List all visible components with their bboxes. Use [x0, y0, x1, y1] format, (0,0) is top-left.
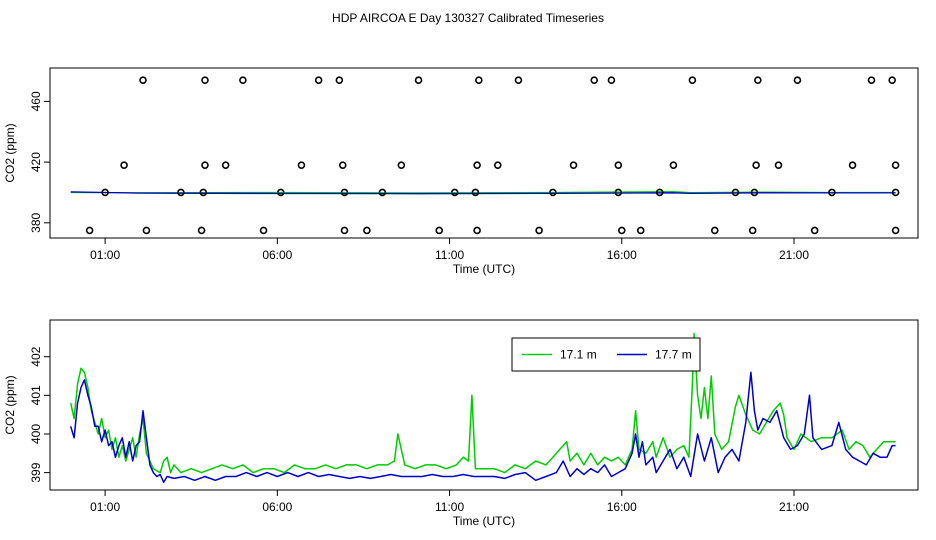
- data-point: [754, 76, 762, 84]
- data-point: [867, 76, 876, 84]
- y-axis-label: CO2 (ppm): [3, 375, 17, 434]
- legend: 17.1 m 17.7 m: [511, 337, 701, 372]
- series-line: [70, 191, 896, 195]
- data-point: [535, 226, 543, 235]
- data-point: [239, 76, 247, 84]
- bottom-panel: 01:00 06:00 11:00 16:00 21:00 399 400 401 402 Tim…: [3, 319, 919, 528]
- data-point: [363, 226, 371, 235]
- data-point: [688, 76, 697, 84]
- data-point: [614, 188, 623, 197]
- plot-data: [69, 332, 896, 484]
- data-point: [314, 76, 323, 84]
- data-point: [276, 188, 285, 197]
- data-point: [493, 161, 502, 169]
- data-point: [201, 161, 209, 169]
- data-point: [617, 226, 626, 235]
- x-axis-label: Time (UTC): [453, 514, 515, 528]
- data-point: [471, 188, 480, 197]
- data-point: [793, 76, 802, 84]
- y-tick-label: 400: [29, 424, 43, 444]
- data-point: [139, 76, 147, 84]
- data-point: [888, 76, 896, 84]
- data-point: [414, 76, 423, 84]
- data-point: [197, 226, 206, 235]
- data-point: [810, 226, 819, 235]
- data-point: [828, 188, 836, 197]
- data-point: [549, 188, 557, 197]
- data-point: [774, 161, 783, 169]
- data-point: [450, 188, 459, 197]
- x-tick-label: 11:00: [435, 248, 464, 262]
- data-point: [85, 226, 94, 235]
- x-tick-label: 11:00: [435, 500, 464, 514]
- data-point: [142, 226, 151, 235]
- data-point: [569, 161, 578, 169]
- series-line: [69, 371, 896, 484]
- x-axis-label: Time (UTC): [453, 262, 515, 276]
- plot-frame: [49, 67, 919, 239]
- data-point: [891, 226, 900, 235]
- x-tick-label: 06:00: [262, 500, 292, 514]
- data-point: [891, 161, 900, 169]
- data-point: [340, 188, 349, 197]
- data-point: [614, 161, 623, 169]
- top-panel: 01:00 06:00 11:00 16:00 21:00 380 420 460 Time (…: [3, 67, 919, 276]
- data-point: [590, 76, 599, 84]
- data-point: [199, 188, 208, 197]
- x-tick-label: 06:00: [262, 248, 292, 262]
- data-point: [397, 161, 406, 169]
- data-point: [101, 188, 109, 197]
- series-line: [69, 332, 896, 474]
- data-point: [669, 161, 678, 169]
- y-tick-label: 420: [29, 152, 43, 172]
- legend-label: 17.7 m: [655, 348, 692, 362]
- data-point: [748, 226, 757, 235]
- data-point: [201, 76, 209, 84]
- data-point: [750, 188, 759, 197]
- data-point: [752, 161, 760, 169]
- data-point: [177, 188, 185, 197]
- x-tick-label: 16:00: [607, 248, 637, 262]
- legend-label: 17.1 m: [560, 348, 597, 362]
- data-point: [435, 226, 444, 235]
- data-point: [475, 76, 483, 84]
- data-point: [338, 161, 347, 169]
- x-tick-label: 21:00: [779, 248, 809, 262]
- data-point: [120, 161, 128, 169]
- x-tick-label: 16:00: [607, 500, 637, 514]
- plot-frame: [49, 319, 919, 491]
- y-tick-label: 460: [29, 91, 43, 111]
- data-point: [607, 76, 616, 84]
- data-point: [335, 76, 344, 84]
- x-tick-label: 21:00: [779, 500, 809, 514]
- plot-data: [70, 76, 900, 235]
- data-point: [378, 188, 387, 197]
- data-point: [259, 226, 268, 235]
- y-tick-label: 380: [29, 212, 43, 232]
- data-point: [710, 226, 719, 235]
- data-point: [514, 76, 523, 84]
- data-point: [297, 161, 306, 169]
- data-point: [655, 188, 664, 197]
- data-point: [636, 226, 645, 235]
- data-point: [848, 161, 857, 169]
- page-title: HDP AIRCOA E Day 130327 Calibrated Times…: [332, 11, 604, 25]
- data-point: [221, 161, 230, 169]
- y-axis-label: CO2 (ppm): [3, 123, 17, 182]
- x-tick-label: 01:00: [90, 500, 120, 514]
- y-tick-label: 399: [29, 462, 43, 482]
- y-tick-label: 402: [29, 346, 43, 366]
- data-point: [473, 226, 481, 235]
- data-point: [473, 161, 481, 169]
- data-point: [731, 188, 740, 197]
- y-tick-label: 401: [29, 385, 43, 405]
- data-point: [340, 226, 349, 235]
- data-point: [891, 188, 900, 197]
- x-tick-label: 01:00: [90, 248, 120, 262]
